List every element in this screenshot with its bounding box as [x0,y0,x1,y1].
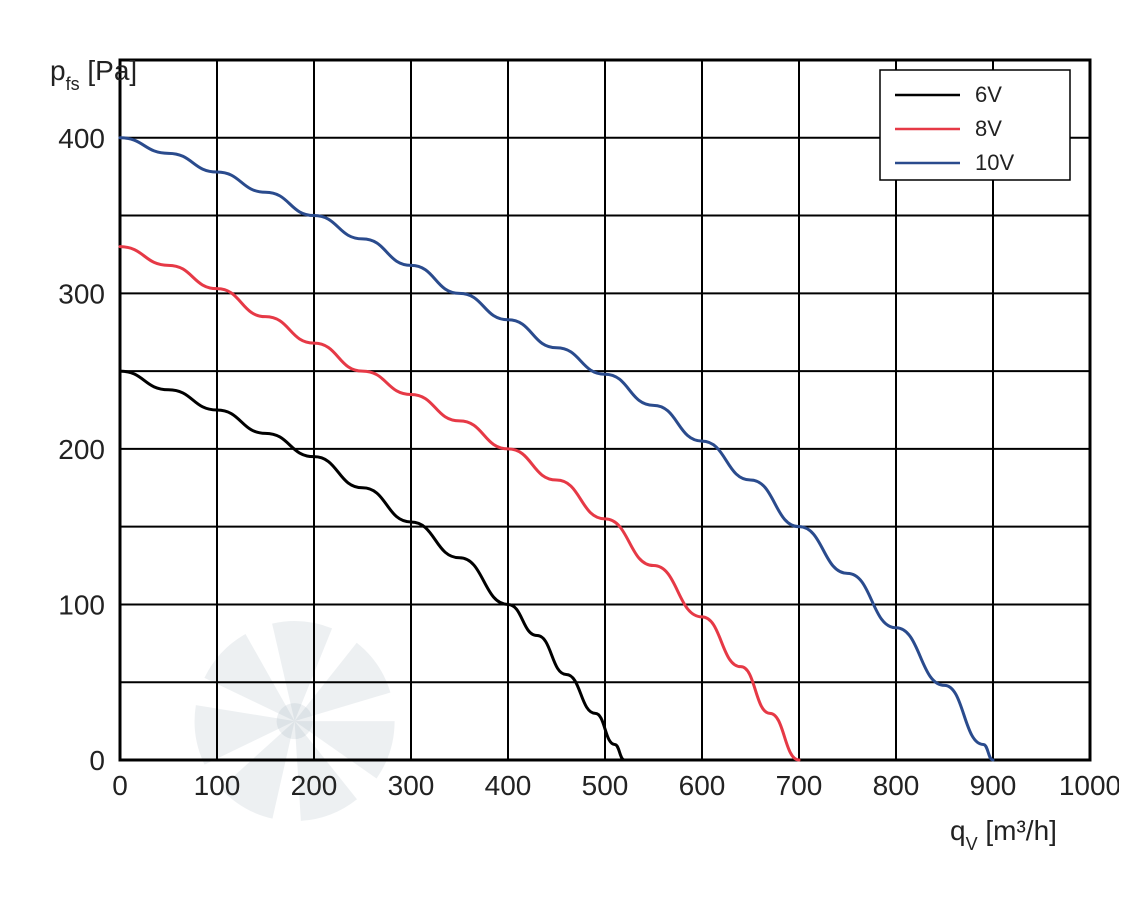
y-tick-200: 200 [58,434,105,465]
y-tick-labels: 0 100 200 300 400 [58,123,105,776]
x-axis-label: qV [m³/h] [950,815,1057,854]
x-tick-100: 100 [194,770,241,801]
x-tick-600: 600 [679,770,726,801]
x-tick-500: 500 [582,770,629,801]
chart-legend: 6V 8V 10V [880,70,1070,180]
x-tick-800: 800 [873,770,920,801]
y-axis-label: pfs [Pa] [50,55,137,94]
y-tick-400: 400 [58,123,105,154]
y-tick-100: 100 [58,589,105,620]
y-tick-300: 300 [58,278,105,309]
x-tick-200: 200 [291,770,338,801]
legend-label-8V: 8V [975,116,1002,141]
x-tick-900: 900 [970,770,1017,801]
x-tick-400: 400 [485,770,532,801]
fan-curve-chart: 0 100 200 300 400 500 600 700 800 900 1000 0 100 200… [20,20,1119,885]
x-tick-0: 0 [112,770,128,801]
x-tick-700: 700 [776,770,823,801]
x-tick-300: 300 [388,770,435,801]
y-tick-0: 0 [89,745,105,776]
x-tick-1000: 1000 [1059,770,1119,801]
legend-label-6V: 6V [975,82,1002,107]
series-6V [120,371,624,760]
legend-label-10V: 10V [975,150,1014,175]
